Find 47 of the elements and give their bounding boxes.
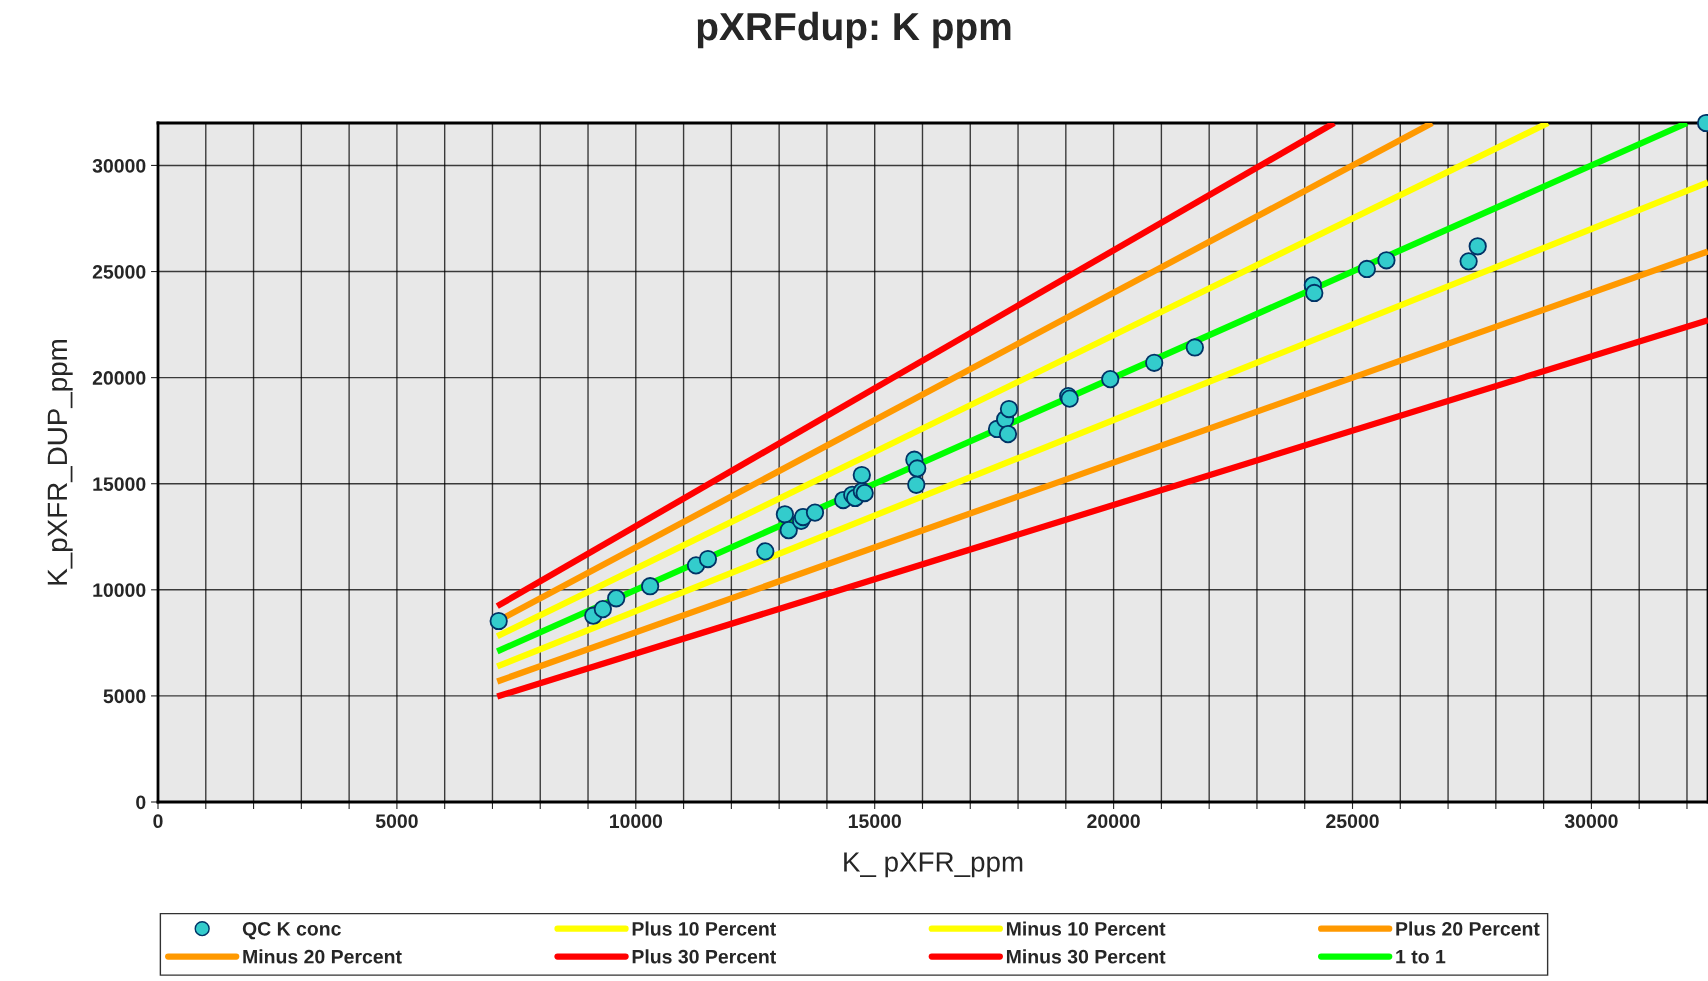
y-tick-label: 15000 <box>93 477 146 491</box>
point <box>907 475 926 494</box>
legend-label: Minus 10 Percent <box>1006 921 1166 936</box>
point <box>1305 283 1324 303</box>
point <box>1468 237 1487 256</box>
x-tick-label: 20000 <box>1087 814 1140 829</box>
point <box>1101 369 1120 389</box>
point <box>489 611 508 631</box>
y-tick-label: 5000 <box>103 689 146 704</box>
x-axis-title: K_ pXFR_ppm <box>844 852 1023 878</box>
point <box>1185 338 1204 357</box>
x-tick-label: 30000 <box>1564 814 1618 829</box>
point <box>1357 259 1376 279</box>
point <box>999 399 1019 419</box>
x-tick-label: 25000 <box>1326 814 1379 829</box>
point <box>775 505 795 524</box>
point <box>805 503 825 522</box>
legend-label: Plus 10 Percent <box>632 921 776 936</box>
point <box>779 521 798 540</box>
legend-label: 1 to 1 <box>1396 949 1446 964</box>
point <box>1377 251 1396 270</box>
legend-label: Plus 30 Percent <box>632 949 776 964</box>
point <box>1459 252 1478 271</box>
x-tick-label: 10000 <box>610 814 663 829</box>
legend-label: Minus 20 Percent <box>243 949 402 964</box>
legend-label: Plus 20 Percent <box>1396 921 1540 936</box>
y-tick-label: 10000 <box>93 583 146 598</box>
y-axis-title: K_pXFR_DUP_ppm <box>47 340 73 585</box>
point <box>1145 353 1164 372</box>
point <box>908 459 927 478</box>
y-tick-label: 30000 <box>92 158 146 173</box>
legend-label: Minus 30 Percent <box>1006 949 1166 964</box>
point <box>607 589 626 608</box>
point <box>998 424 1018 444</box>
y-tick-label: 20000 <box>92 371 146 385</box>
y-tick-label: 25000 <box>92 265 146 279</box>
y-tick-label: 0 <box>136 795 146 810</box>
chart-title: pXRFdup: K ppm <box>697 11 1011 49</box>
point <box>698 549 718 569</box>
point <box>641 577 660 596</box>
x-tick-label: 5000 <box>375 814 418 829</box>
point <box>852 465 871 485</box>
point <box>593 600 612 619</box>
x-tick-label: 0 <box>153 814 163 829</box>
x-tick-label: 15000 <box>848 814 901 829</box>
point <box>756 542 775 561</box>
legend-label: QC K conc <box>242 921 341 940</box>
